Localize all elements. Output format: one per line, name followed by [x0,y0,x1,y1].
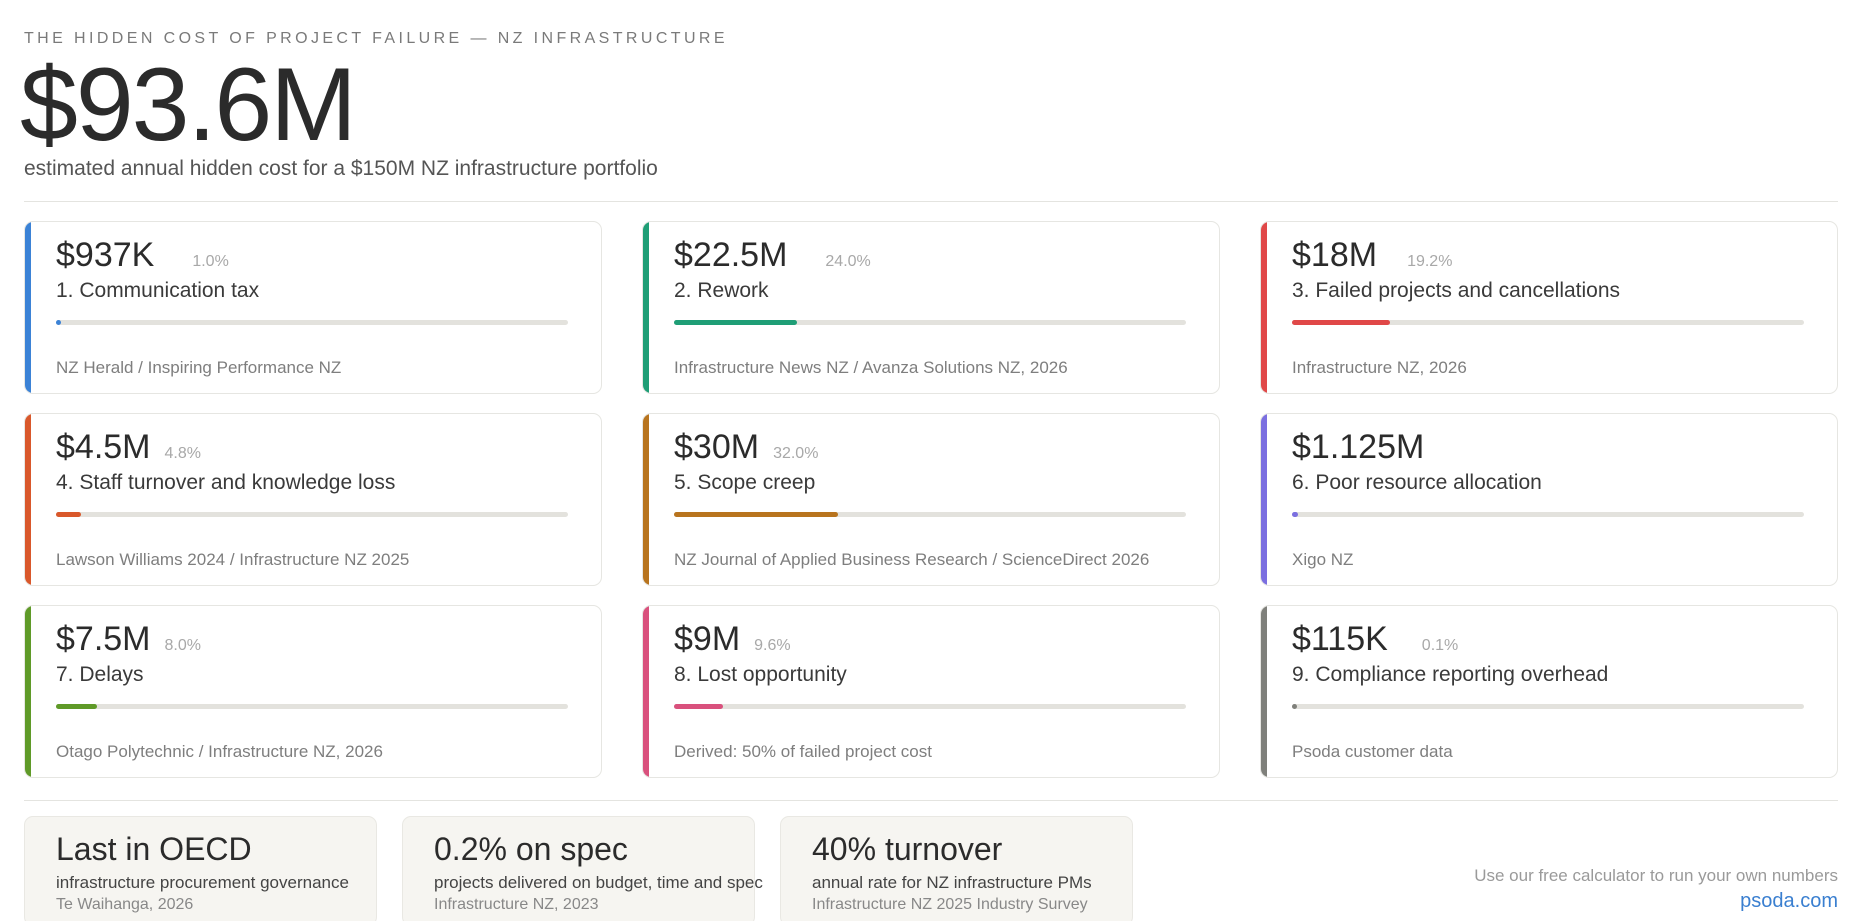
card-title: 6. Poor resource allocation [1292,471,1542,494]
card-source: Infrastructure NZ, 2026 [1292,358,1467,377]
page-subtitle: estimated annual hidden cost for a $150M… [24,157,658,180]
share-bar-track [674,512,1186,517]
stat-source: Infrastructure NZ, 2023 [434,896,599,913]
card-value: $30M [674,428,760,466]
cost-card-compliance-reporting: $115K 0.1% 9. Compliance reporting overh… [1260,605,1838,778]
stat-card-on-spec: 0.2% on spec projects delivered on budge… [402,816,763,921]
card-value: $4.5M [56,428,151,466]
stat-headline: 40% turnover [812,831,1003,867]
card-accent-stripe [25,606,31,777]
stat-description: annual rate for NZ infrastructure PMs [812,873,1092,892]
cost-card-failed-projects: $18M 19.2% 3. Failed projects and cancel… [1260,221,1838,394]
card-source: Psoda customer data [1292,742,1453,761]
stat-description: projects delivered on budget, time and s… [434,873,763,892]
share-bar-fill [1292,320,1391,325]
cost-card-rework: $22.5M 24.0% 2. Rework Infrastructure Ne… [642,221,1220,394]
share-bar-track [1292,704,1804,709]
card-accent-stripe [643,222,649,393]
card-value: $1.125M [1292,428,1425,466]
stat-headline: 0.2% on spec [434,831,628,867]
card-accent-stripe [25,222,31,393]
top-divider [24,201,1838,202]
calculator-cta: Use our free calculator to run your own … [1474,866,1838,913]
card-title: 7. Delays [56,663,144,686]
card-accent-stripe [1261,222,1267,393]
stat-source: Infrastructure NZ 2025 Industry Survey [812,896,1088,913]
card-title: 9. Compliance reporting overhead [1292,663,1609,686]
psoda-link[interactable]: psoda.com [1740,890,1838,912]
share-bar-fill [674,704,724,709]
card-title: 5. Scope creep [674,471,816,494]
share-bar-track [56,512,568,517]
key-stats-row: Last in OECD infrastructure procurement … [24,816,1133,921]
card-percent: 9.6% [754,637,791,654]
card-value: $115K [1292,620,1388,658]
share-bar-fill [56,512,81,517]
cost-card-staff-turnover: $4.5M 4.8% 4. Staff turnover and knowled… [24,413,602,586]
card-title: 4. Staff turnover and knowledge loss [56,471,396,494]
card-source: NZ Journal of Applied Business Research … [674,550,1150,569]
card-value: $7.5M [56,620,151,658]
cta-text: Use our free calculator to run your own … [1474,866,1838,885]
card-title: 1. Communication tax [56,279,260,302]
cost-card-lost-opportunity: $9M 9.6% 8. Lost opportunity Derived: 50… [642,605,1220,778]
share-bar-fill [56,704,97,709]
stat-card-turnover: 40% turnover annual rate for NZ infrastr… [780,816,1133,921]
card-value: $18M [1292,236,1378,274]
card-accent-stripe [1261,414,1267,585]
card-accent-stripe [643,606,649,777]
cost-card-communication-tax: $937K 1.0% 1. Communication tax NZ Heral… [24,221,602,394]
share-bar-track [56,704,568,709]
card-accent-stripe [25,414,31,585]
card-percent: 4.8% [164,445,201,462]
stat-source: Te Waihanga, 2026 [56,896,194,913]
share-bar-track [674,704,1186,709]
share-bar-track [674,320,1186,325]
card-percent: 1.0% [192,253,229,270]
share-bar-track [56,320,568,325]
card-source: Otago Polytechnic / Infrastructure NZ, 2… [56,742,383,761]
card-value: $9M [674,620,741,658]
card-percent: 24.0% [825,253,871,270]
card-percent: 8.0% [164,637,201,654]
share-bar-track [1292,320,1804,325]
share-bar-fill [674,320,797,325]
stat-card-oecd: Last in OECD infrastructure procurement … [24,816,377,921]
stat-headline: Last in OECD [56,831,252,867]
page-eyebrow: THE HIDDEN COST OF PROJECT FAILURE — NZ … [24,30,728,47]
bottom-divider [24,800,1838,801]
card-percent: 32.0% [773,445,819,462]
card-source: Lawson Williams 2024 / Infrastructure NZ… [56,550,410,569]
card-title: 2. Rework [674,279,769,302]
cost-cards-grid: $937K 1.0% 1. Communication tax NZ Heral… [24,221,1838,778]
share-bar-fill [1292,512,1299,517]
total-hidden-cost: $93.6M [20,47,357,163]
share-bar-fill [56,320,62,325]
cost-card-scope-creep: $30M 32.0% 5. Scope creep NZ Journal of … [642,413,1220,586]
card-accent-stripe [643,414,649,585]
card-source: Xigo NZ [1292,550,1354,569]
card-title: 3. Failed projects and cancellations [1292,279,1621,302]
card-source: Infrastructure News NZ / Avanza Solution… [674,358,1068,377]
card-title: 8. Lost opportunity [674,663,847,686]
card-source: NZ Herald / Inspiring Performance NZ [56,358,342,377]
share-bar-track [1292,512,1804,517]
card-value: $22.5M [674,236,788,274]
cost-card-delays: $7.5M 8.0% 7. Delays Otago Polytechnic /… [24,605,602,778]
share-bar-fill [674,512,838,517]
cost-card-resource-allocation: $1.125M 6. Poor resource allocation Xigo… [1260,413,1838,586]
card-percent: 19.2% [1407,253,1453,270]
share-bar-fill [1292,704,1297,709]
card-percent: 0.1% [1421,637,1459,654]
card-source: Derived: 50% of failed project cost [674,742,932,761]
card-value: $937K [56,236,155,274]
stat-description: infrastructure procurement governance [56,873,349,892]
card-accent-stripe [1261,606,1267,777]
